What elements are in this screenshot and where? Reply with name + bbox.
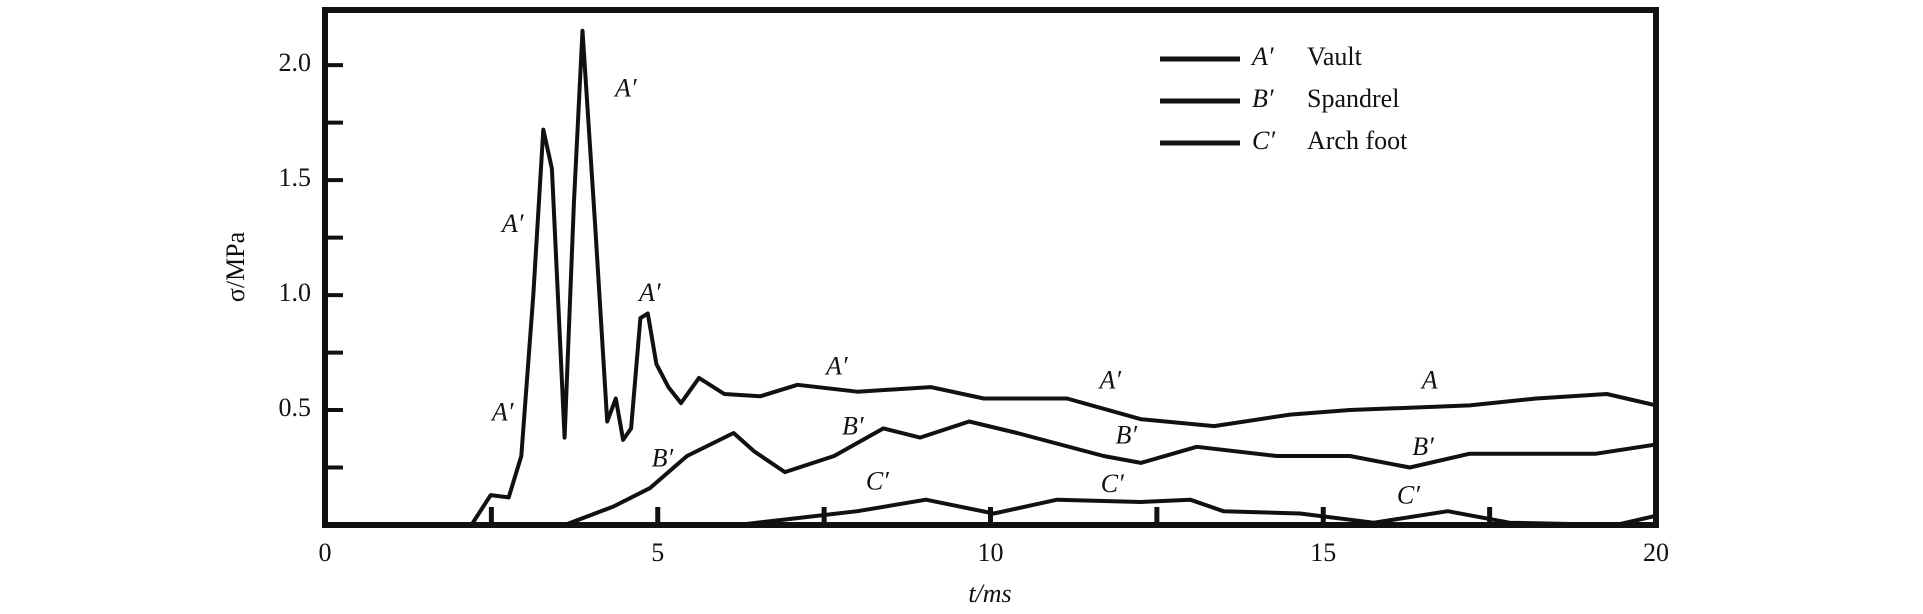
line-series bbox=[325, 497, 1657, 527]
line-series bbox=[325, 419, 1657, 527]
y-tick-label: 0.5 bbox=[279, 393, 312, 422]
curve-label: C′ bbox=[1397, 480, 1420, 509]
curve-label: A′ bbox=[500, 209, 524, 238]
curve-label: A′ bbox=[637, 278, 661, 307]
curve-label: A′ bbox=[613, 73, 637, 102]
x-tick-label: 10 bbox=[978, 538, 1004, 567]
curve-label: B′ bbox=[1412, 432, 1434, 461]
x-tick-label: 20 bbox=[1643, 538, 1669, 567]
legend-label: Arch foot bbox=[1307, 126, 1408, 155]
y-axis-label: σ/MPa bbox=[221, 231, 250, 302]
legend-label: Vault bbox=[1307, 42, 1363, 71]
plot-frame bbox=[322, 7, 1659, 528]
x-tick-label: 0 bbox=[319, 538, 332, 567]
curve-label: B′ bbox=[842, 411, 864, 440]
legend-key: A′ bbox=[1250, 42, 1274, 71]
x-tick-label: 15 bbox=[1310, 538, 1336, 567]
curve-label: C′ bbox=[866, 467, 889, 496]
x-tick-label: 5 bbox=[651, 538, 664, 567]
curve-label: C′ bbox=[1101, 469, 1124, 498]
y-tick-label: 1.0 bbox=[279, 278, 312, 307]
y-tick-label: 1.5 bbox=[279, 163, 312, 192]
curve-label: B′ bbox=[1115, 421, 1137, 450]
y-tick-label: 2.0 bbox=[279, 48, 312, 77]
curve-label: A bbox=[1420, 365, 1438, 394]
curve-label: A′ bbox=[1098, 365, 1122, 394]
legend-key: B′ bbox=[1252, 84, 1274, 113]
line-series bbox=[325, 28, 1657, 527]
curve-label: B′ bbox=[652, 444, 674, 473]
curve-label: A′ bbox=[824, 352, 848, 381]
curve-label: A′ bbox=[490, 398, 514, 427]
legend-key: C′ bbox=[1252, 126, 1275, 155]
x-axis-label: t/ms bbox=[968, 579, 1011, 608]
legend-label: Spandrel bbox=[1307, 84, 1399, 113]
